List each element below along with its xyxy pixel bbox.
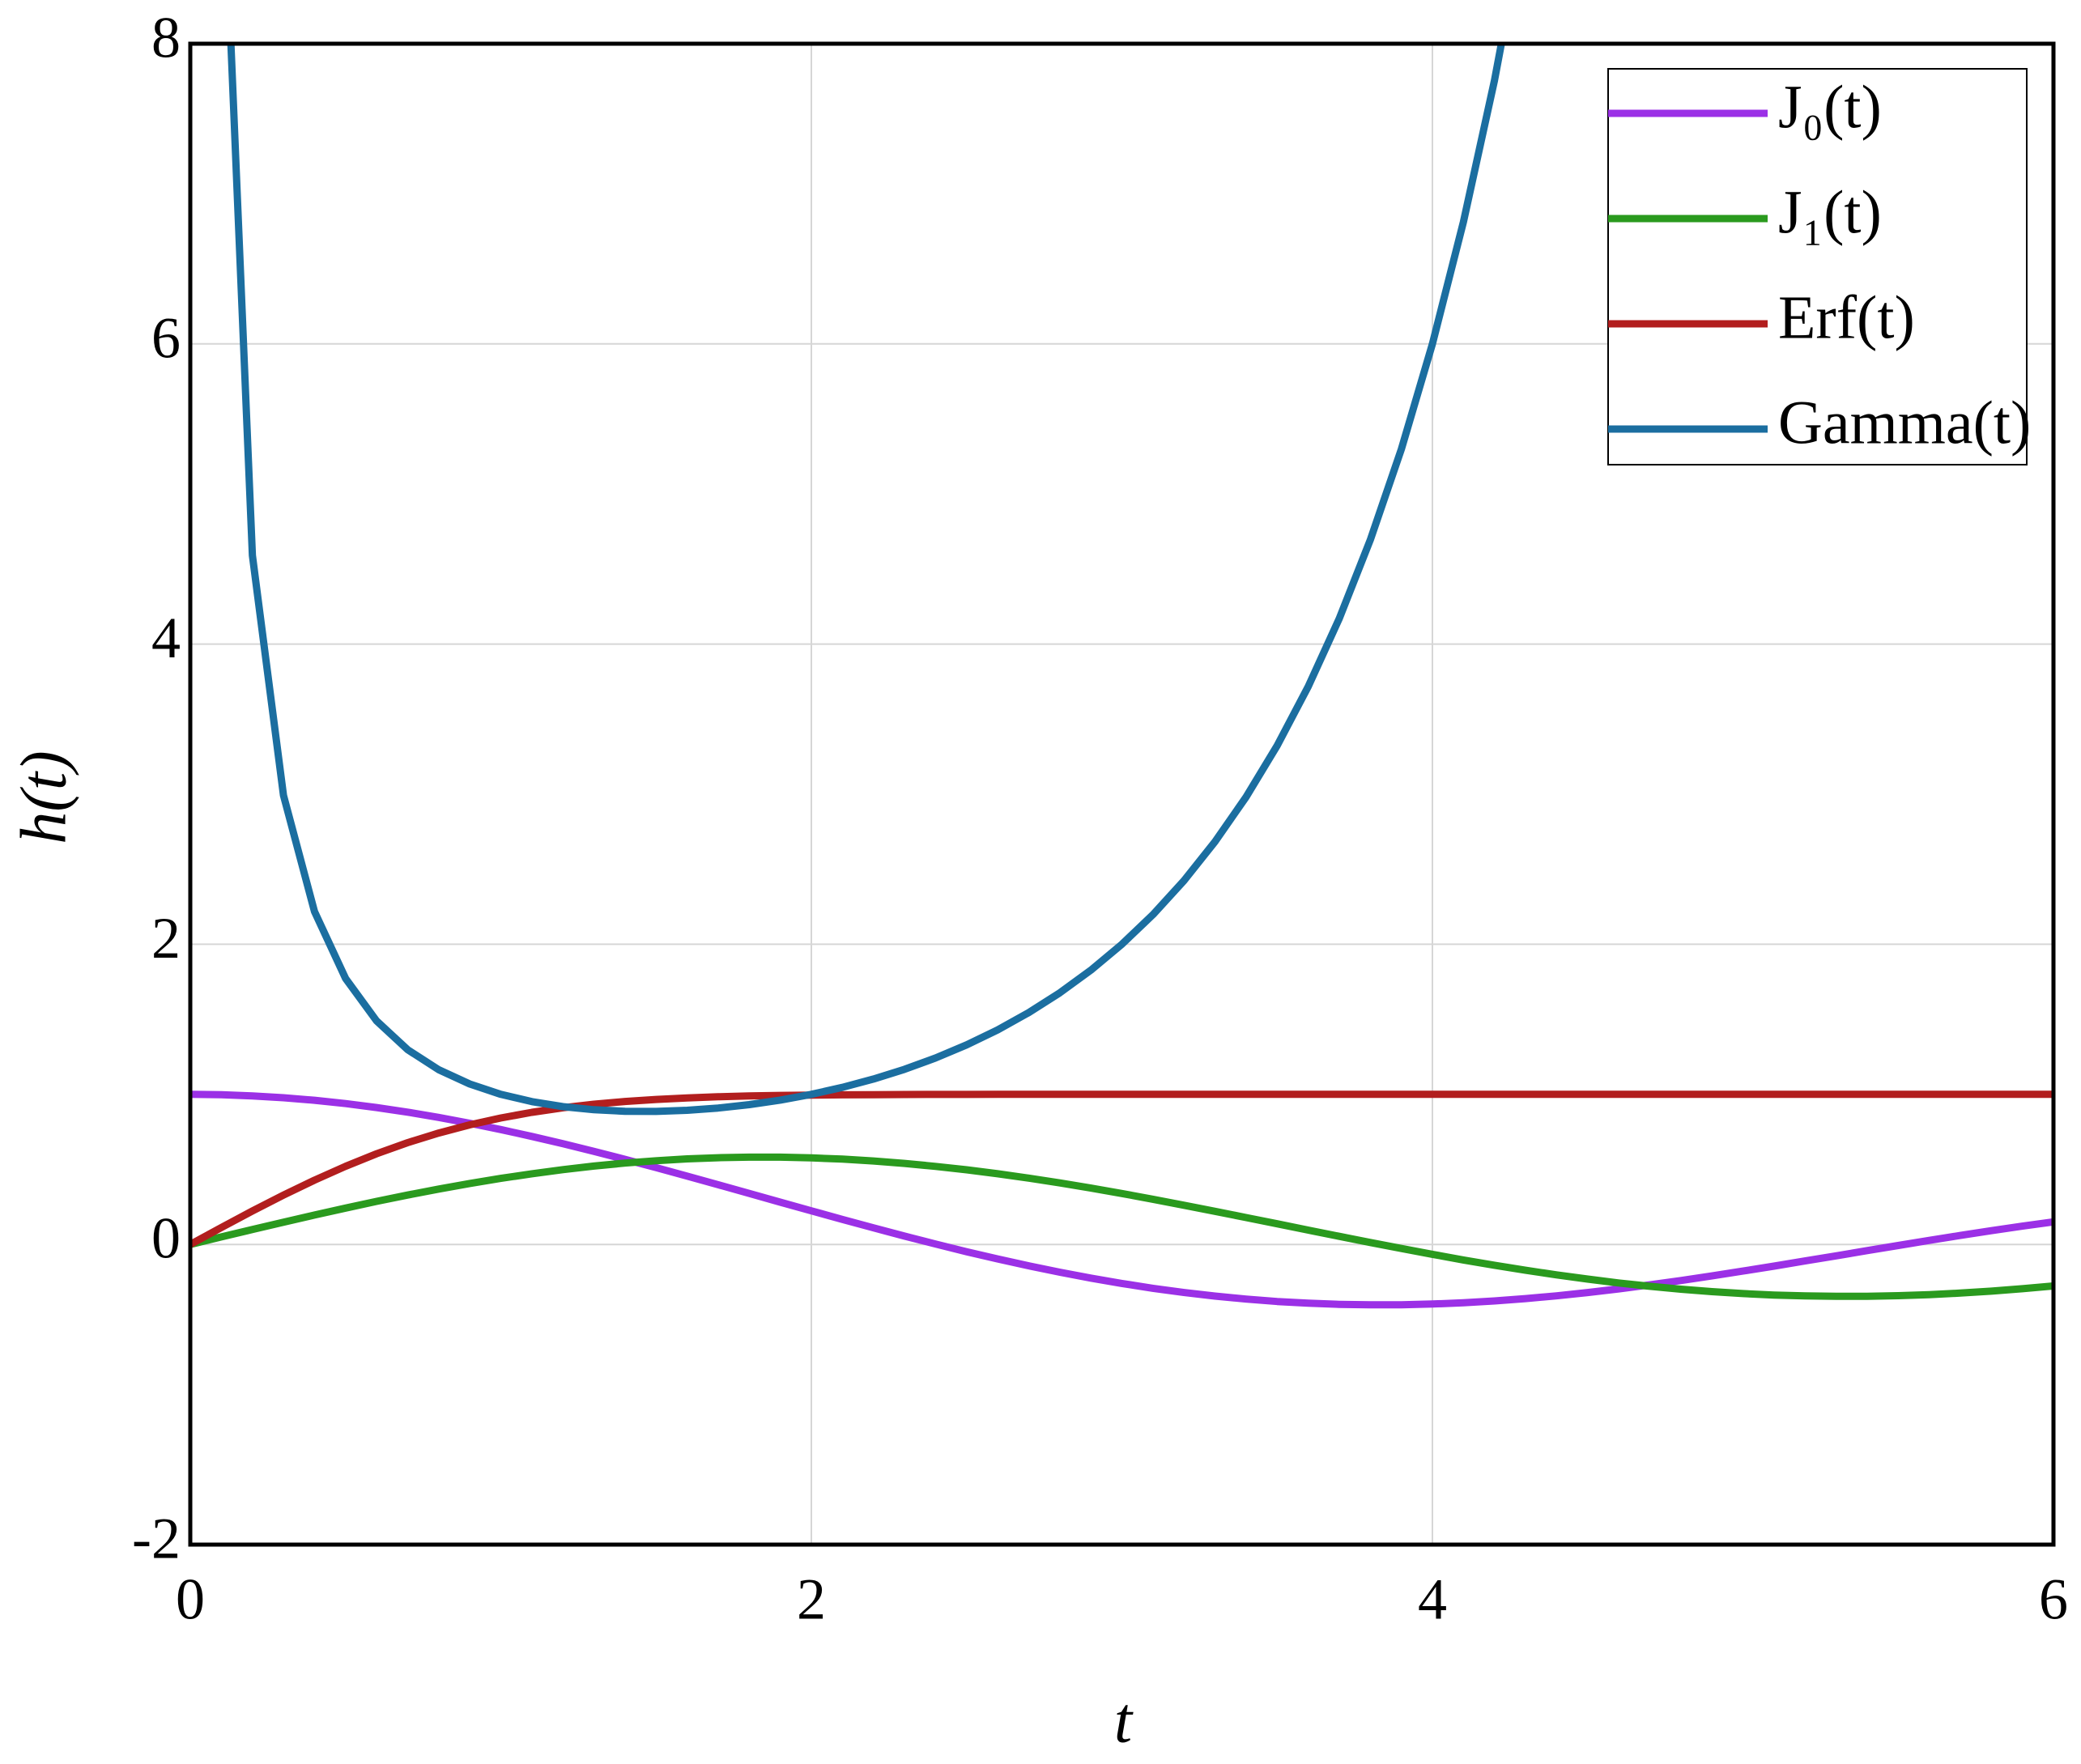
legend-label: J₀(t) [1778, 73, 1882, 141]
legend-box [1607, 68, 2028, 465]
series-line [227, 44, 1505, 1116]
y-tick-label: 0 [151, 1206, 181, 1271]
y-tick-label: 4 [151, 606, 181, 670]
plot-frame [188, 41, 2056, 1547]
legend-label: Gamma(t) [1778, 389, 2031, 457]
y-tick-label: 2 [151, 906, 181, 971]
plot-area [190, 44, 2053, 1309]
legend-label: J₁(t) [1778, 178, 1882, 246]
series-line [190, 1090, 2053, 1248]
x-tick-label: 4 [1418, 1567, 1447, 1632]
y-tick-label: 8 [151, 6, 181, 70]
x-axis-label: t [1114, 1685, 1134, 1756]
y-tick-label: -2 [132, 1507, 181, 1571]
y-tick-label: 6 [151, 305, 181, 370]
series-line [190, 1090, 2053, 1309]
legend-label: Erf(t) [1778, 283, 1915, 351]
x-tick-label: 2 [797, 1567, 826, 1632]
x-tick-label: 6 [2039, 1567, 2068, 1632]
series-line [190, 1153, 2053, 1300]
y-axis-label: h(t) [8, 750, 79, 844]
x-tick-label: 0 [176, 1567, 205, 1632]
legend: J₀(t) J₁(t) Erf(t) Gamma(t) [1607, 68, 2031, 465]
